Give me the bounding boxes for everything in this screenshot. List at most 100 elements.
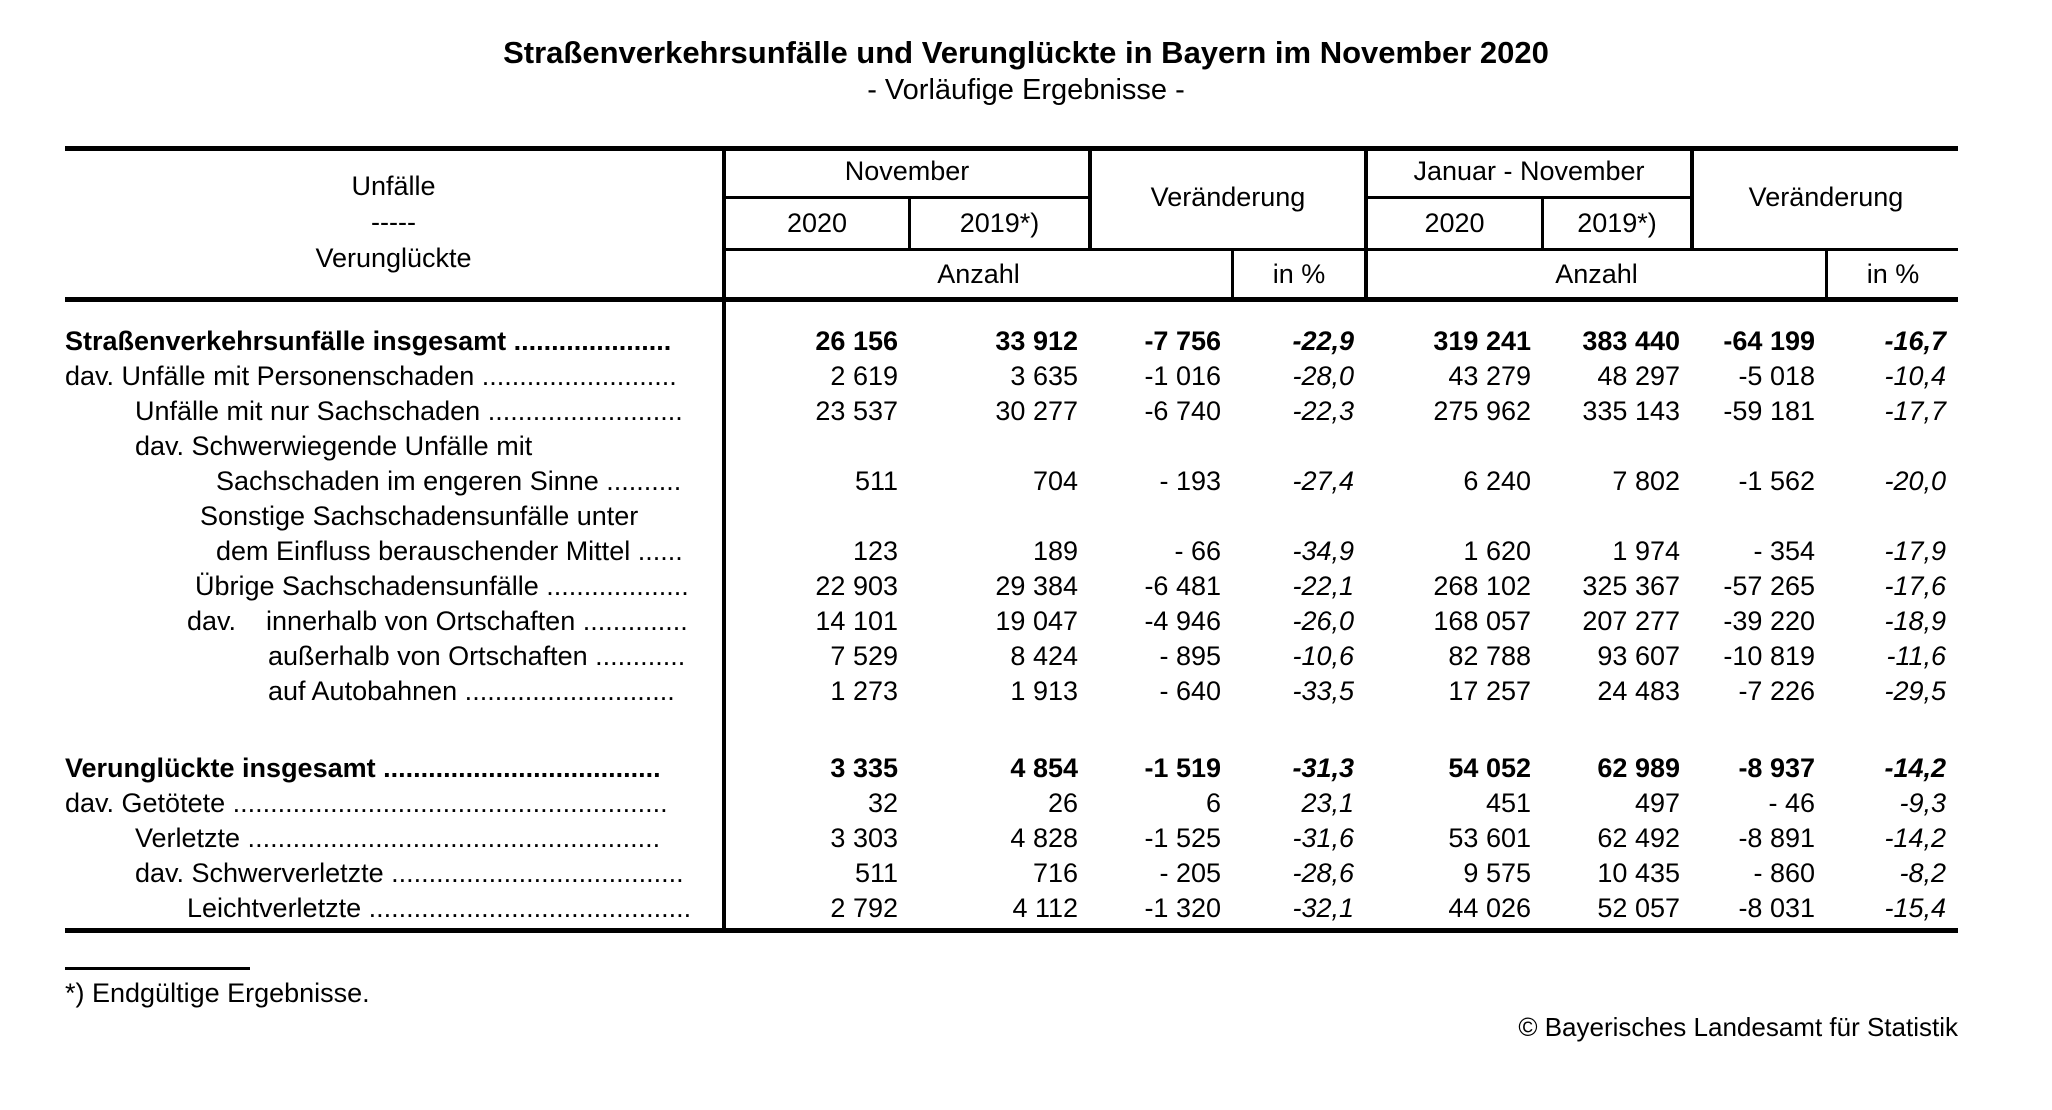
cell-c6: 62 492 — [1597, 823, 1680, 853]
anzahl1-inpct1-divider — [1231, 248, 1234, 297]
year-header-jannov-2020: 2020 — [1424, 208, 1485, 238]
stub-line-verunglueckte: Verunglückte — [315, 242, 472, 273]
cell-c5: 1 620 — [1463, 536, 1531, 566]
cell-c7: -8 031 — [1738, 893, 1815, 923]
cell-c1: 14 101 — [815, 606, 898, 636]
cell-c8: -17,6 — [1884, 571, 1946, 601]
cell-c7: -8 937 — [1738, 753, 1815, 783]
cell-c8: -10,4 — [1884, 361, 1946, 391]
cell-c7: -8 891 — [1738, 823, 1815, 853]
cell-c5: 82 788 — [1448, 641, 1531, 671]
footnote: *) Endgültige Ergebnisse. — [65, 978, 370, 1008]
cell-c5: 6 240 — [1463, 466, 1531, 496]
cell-c8: -18,9 — [1884, 606, 1946, 636]
table-row: außerhalb von Ortschaften ............ 7 … — [65, 639, 1958, 674]
cell-c8: -14,2 — [1884, 823, 1946, 853]
cell-c5: 43 279 — [1448, 361, 1531, 391]
cell-c8: -11,6 — [1886, 641, 1946, 671]
cell-c6: 1 974 — [1612, 536, 1680, 566]
stub-line-unfaelle: Unfälle — [351, 170, 436, 201]
nov-veraenderung-divider — [1088, 146, 1092, 248]
row-label: Verunglückte insgesamt .................… — [65, 753, 661, 783]
table-row: auf Autobahnen .........................… — [65, 674, 1958, 709]
table-row: dav. innerhalb von Ortschaften .........… — [65, 604, 1958, 639]
row-label: Sonstige Sachschadensunfälle unter — [200, 501, 639, 531]
unit-header-anzahl-1: Anzahl — [937, 258, 1020, 289]
cell-c5: 268 102 — [1433, 571, 1531, 601]
cell-c1: 2 792 — [830, 893, 898, 923]
row-label: Unfälle mit nur Sachschaden ............… — [135, 396, 683, 426]
cell-c8: -15,4 — [1884, 893, 1946, 923]
cell-c4: -28,6 — [1292, 858, 1354, 888]
cell-c4: -34,9 — [1292, 536, 1354, 566]
cell-c5: 168 057 — [1433, 606, 1531, 636]
table-row: dav. Getötete ..........................… — [65, 786, 1958, 821]
unit-header-inpct-2: in % — [1866, 258, 1920, 289]
cell-c6: 335 143 — [1582, 396, 1680, 426]
table-row: Straßenverkehrsunfälle insgesamt .......… — [65, 324, 1958, 359]
cell-c5: 319 241 — [1433, 326, 1531, 356]
cell-c8: -16,7 — [1884, 326, 1946, 356]
cell-c2: 19 047 — [995, 606, 1078, 636]
header-bottom-rule — [65, 297, 1958, 302]
cell-c8: -29,5 — [1884, 676, 1946, 706]
cell-c1: 3 303 — [830, 823, 898, 853]
row-label: außerhalb von Ortschaften ............ — [268, 641, 686, 671]
cell-c7: -39 220 — [1723, 606, 1815, 636]
year-header-nov-2020: 2020 — [786, 208, 848, 238]
cell-c6: 497 — [1634, 788, 1680, 818]
cell-c3: - 640 — [1159, 676, 1221, 706]
jannov-veraenderung-divider — [1690, 146, 1694, 248]
cell-c2: 704 — [1032, 466, 1078, 496]
cell-c8: -14,2 — [1884, 753, 1946, 783]
cell-c1: 511 — [854, 466, 898, 496]
row-label: Sachschaden im engeren Sinne .......... — [216, 466, 682, 496]
row-label: dav. Schwerwiegende Unfälle mit — [135, 431, 533, 461]
cell-c3: -1 016 — [1144, 361, 1221, 391]
row-label: Straßenverkehrsunfälle insgesamt .......… — [65, 326, 672, 356]
cell-c1: 22 903 — [815, 571, 898, 601]
cell-c3: -1 525 — [1144, 823, 1221, 853]
cell-c2: 30 277 — [995, 396, 1078, 426]
row-label: Verletzte ..............................… — [135, 823, 661, 853]
cell-c4: -10,6 — [1292, 641, 1354, 671]
table-row: Sonstige Sachschadensunfälle unter — [65, 499, 1958, 534]
cell-c8: -8,2 — [1899, 858, 1946, 888]
stub-line-dashes: ----- — [371, 206, 416, 237]
cell-c7: -57 265 — [1723, 571, 1815, 601]
cell-c5: 9 575 — [1463, 858, 1531, 888]
cell-c2: 1 913 — [1010, 676, 1078, 706]
year-header-nov-2019: 2019*) — [959, 208, 1040, 238]
cell-c2: 26 — [1047, 788, 1078, 818]
cell-c7: - 860 — [1753, 858, 1815, 888]
cell-c1: 3 335 — [830, 753, 898, 783]
footnote-rule — [65, 967, 250, 970]
cell-c7: -5 018 — [1738, 361, 1815, 391]
cell-c1: 2 619 — [830, 361, 898, 391]
stub-header: Unfälle ----- Verunglückte — [65, 146, 722, 297]
table-row: Übrige Sachschadensunfälle .............… — [65, 569, 1958, 604]
cell-c4: -22,9 — [1292, 326, 1354, 356]
cell-c1: 23 537 — [815, 396, 898, 426]
colgroup-januar-november: Januar - November — [1413, 155, 1645, 186]
row-label: dav. innerhalb von Ortschaften .........… — [187, 606, 688, 636]
table-row: Verunglückte insgesamt .................… — [65, 751, 1958, 786]
cell-c8: -17,9 — [1884, 536, 1946, 566]
table-section-0: Straßenverkehrsunfälle insgesamt .......… — [65, 324, 1958, 709]
row-label: dav. Getötete ..........................… — [65, 788, 668, 818]
table-row: dav. Unfälle mit Personenschaden .......… — [65, 359, 1958, 394]
cell-c5: 44 026 — [1448, 893, 1531, 923]
cell-c3: 6 — [1205, 788, 1221, 818]
cell-c3: -4 946 — [1144, 606, 1221, 636]
cell-c1: 7 529 — [830, 641, 898, 671]
cell-c2: 3 635 — [1010, 361, 1078, 391]
row-label: Übrige Sachschadensunfälle .............… — [195, 571, 689, 601]
cell-c2: 4 112 — [1012, 893, 1078, 923]
cell-c4: -26,0 — [1292, 606, 1354, 636]
cell-c7: -7 226 — [1738, 676, 1815, 706]
table-row: dav. Schwerwiegende Unfälle mit — [65, 429, 1958, 464]
cell-c3: -1 320 — [1144, 893, 1221, 923]
title-block: Straßenverkehrsunfälle und Verunglückte … — [0, 34, 2052, 108]
table-row: Verletzte ..............................… — [65, 821, 1958, 856]
cell-c1: 26 156 — [815, 326, 898, 356]
